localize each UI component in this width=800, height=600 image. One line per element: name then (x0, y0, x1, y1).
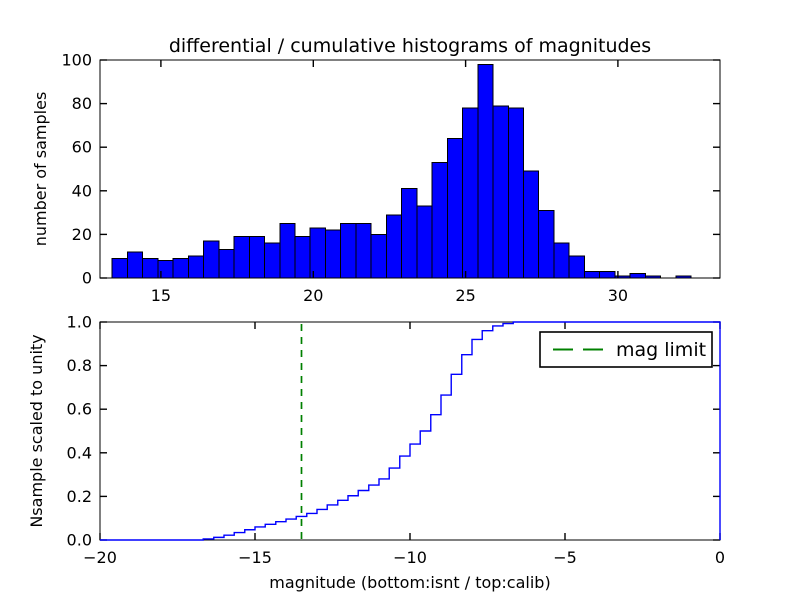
y-tick-label: 0.4 (67, 443, 92, 462)
histogram-bar (370, 233, 387, 279)
histogram-bar (248, 236, 266, 279)
histogram-bar (538, 209, 555, 279)
y-tick-label: 40 (72, 181, 92, 200)
histogram-bar (111, 257, 128, 279)
histogram-bar (583, 270, 601, 279)
histogram-bar (507, 107, 524, 279)
histogram-bar (294, 236, 311, 279)
x-tick-label: −20 (83, 548, 117, 567)
histogram-bar (203, 240, 220, 279)
histogram-bar (385, 214, 403, 279)
y-tick-label: 0.6 (67, 400, 92, 419)
histogram-bar (157, 260, 174, 279)
cumulative-step-curve (100, 321, 721, 541)
bottom-cumulative-axes: −20 −15 −10 −5 0 0.0 0.2 0.4 0.6 0.8 1.0 (67, 313, 726, 568)
histogram-bar (355, 223, 372, 279)
x-tick-label: 20 (303, 286, 323, 305)
histogram-bar (599, 270, 616, 279)
histogram-bar (462, 107, 479, 279)
histogram-bar (477, 63, 494, 279)
histogram-bar (553, 242, 570, 279)
y-tick-label: 1.0 (67, 313, 92, 332)
histogram-bar (431, 161, 448, 279)
histogram-bar (279, 223, 296, 279)
y-tick-label: 60 (72, 138, 92, 157)
x-tick-label: −5 (553, 548, 577, 567)
histogram-bar (187, 255, 205, 279)
bottom-y-axis-label: Nsample scaled to unity (27, 334, 46, 527)
legend: mag limit (539, 331, 713, 368)
figure-title: differential / cumulative histograms of … (169, 35, 651, 57)
histogram-bar (233, 236, 250, 279)
y-tick-label: 20 (72, 225, 92, 244)
axes-frame (99, 59, 721, 279)
y-tick-label: 100 (61, 51, 92, 70)
top-histogram-axes: 15 20 25 30 0 20 40 60 80 100 (61, 51, 721, 305)
x-axis-label: magnitude (bottom:isnt / top:calib) (269, 573, 550, 592)
histogram-bar (126, 251, 144, 279)
histogram-bar (142, 257, 159, 279)
y-tick-label: 0.2 (67, 487, 92, 506)
histogram-bar (218, 249, 235, 279)
histogram-bar (324, 229, 342, 279)
y-tick-label: 0.0 (67, 531, 92, 550)
y-tick-label: 0 (82, 269, 92, 288)
histogram-bar (264, 242, 281, 279)
top-y-axis-label: number of samples (31, 92, 50, 247)
y-tick-label: 80 (72, 94, 92, 113)
legend-label: mag limit (616, 339, 706, 361)
y-tick-label: 0.8 (67, 356, 92, 375)
histogram-bar (172, 257, 189, 279)
x-tick-label: −10 (393, 548, 427, 567)
x-tick-label: 15 (151, 286, 171, 305)
histogram-bar (446, 137, 464, 279)
histogram-bar (416, 205, 433, 279)
x-tick-label: 0 (715, 548, 725, 567)
histogram-bar (309, 227, 326, 279)
histogram-bar (492, 105, 509, 279)
histogram-bar (522, 170, 540, 279)
histogram-bar (401, 188, 418, 279)
histogram-bar (568, 255, 585, 279)
x-tick-label: 25 (455, 286, 475, 305)
histogram-bar (340, 223, 357, 279)
x-tick-label: −15 (238, 548, 272, 567)
x-tick-label: 30 (608, 286, 628, 305)
